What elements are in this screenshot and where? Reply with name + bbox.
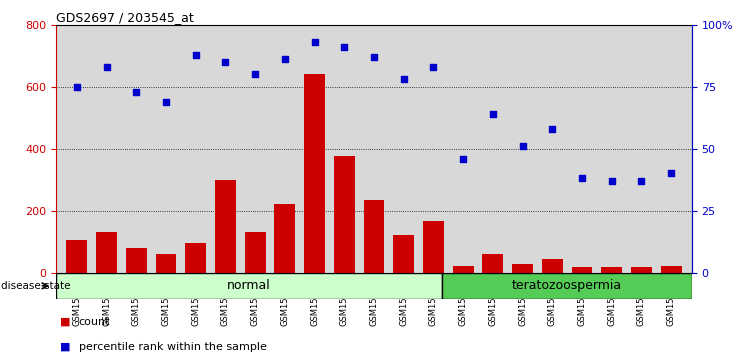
Point [219, 59, 231, 65]
Text: count: count [79, 317, 110, 327]
Bar [186, 243, 206, 273]
Text: normal: normal [227, 279, 271, 292]
Bar [364, 200, 384, 273]
Bar [542, 259, 562, 273]
Point [71, 84, 83, 90]
Point [606, 178, 618, 184]
Point [517, 143, 529, 149]
Bar [215, 179, 236, 273]
Point [101, 64, 113, 70]
Point [279, 57, 291, 62]
Bar [126, 248, 147, 273]
Bar [334, 156, 355, 273]
Bar [631, 267, 652, 273]
Text: ■: ■ [60, 317, 70, 327]
Point [635, 178, 647, 184]
Bar [67, 240, 88, 273]
Point [309, 39, 321, 45]
Bar [245, 232, 266, 273]
Bar [453, 266, 473, 273]
Point [457, 156, 469, 161]
Point [546, 126, 558, 132]
Point [160, 99, 172, 104]
Point [338, 44, 350, 50]
Point [665, 171, 677, 176]
Bar [601, 267, 622, 273]
Bar [304, 74, 325, 273]
Bar [571, 267, 592, 273]
Point [487, 111, 499, 117]
Point [190, 52, 202, 57]
Bar [393, 235, 414, 273]
Text: percentile rank within the sample: percentile rank within the sample [79, 342, 266, 352]
Text: teratozoospermia: teratozoospermia [512, 279, 622, 292]
Point [130, 89, 142, 95]
Text: GDS2697 / 203545_at: GDS2697 / 203545_at [56, 11, 194, 24]
Bar [442, 273, 692, 299]
Bar [482, 254, 503, 273]
Text: ■: ■ [60, 342, 70, 352]
Bar [96, 232, 117, 273]
Bar [56, 273, 442, 299]
Point [368, 54, 380, 60]
Bar [275, 205, 295, 273]
Bar [512, 264, 533, 273]
Bar [423, 222, 444, 273]
Point [427, 64, 439, 70]
Point [576, 176, 588, 181]
Bar [156, 254, 177, 273]
Point [398, 76, 410, 82]
Text: disease state: disease state [1, 281, 70, 291]
Bar [660, 266, 681, 273]
Point [249, 72, 261, 77]
